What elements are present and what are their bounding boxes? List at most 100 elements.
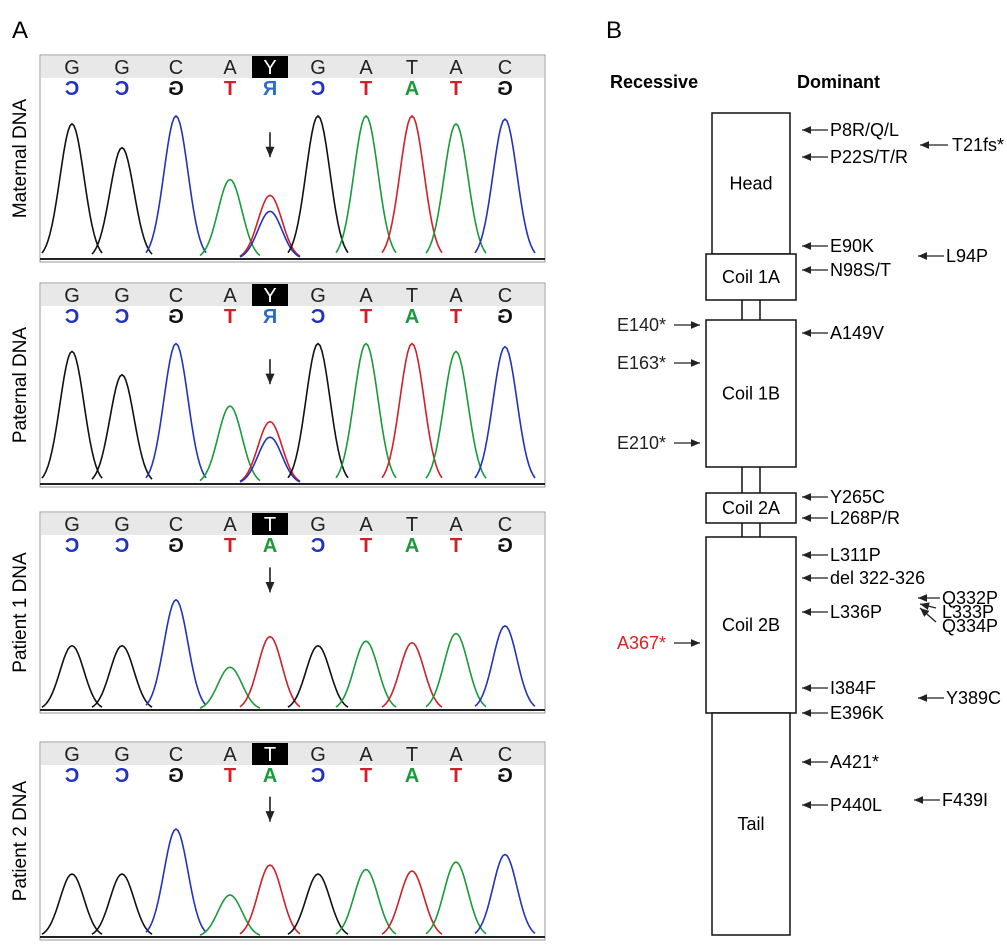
complement-base: T [360,78,372,100]
domain-label: Coil 1B [722,384,780,404]
base-call: C [169,514,183,536]
complement-base: C [65,535,79,557]
complement-base: A [405,78,419,100]
complement-base: C [115,78,129,100]
base-call: G [310,514,326,536]
dominant-mutation: Y265C [830,487,885,507]
dominant-mutation: L94P [946,246,988,266]
base-call: G [310,744,326,766]
base-call: A [449,57,463,79]
complement-base: A [405,306,419,328]
base-call: A [223,285,237,307]
column-header: Dominant [797,72,880,92]
complement-base: T [450,535,462,557]
base-call: T [406,514,418,536]
dominant-mutation: P8R/Q/L [830,120,899,140]
complement-base: C [115,306,129,328]
dominant-mutation: L336P [830,602,882,622]
mutation-arrow [920,608,936,622]
complement-base: C [311,306,325,328]
base-call: A [449,514,463,536]
recessive-mutation: E140* [617,315,666,335]
dominant-mutation: L268P/R [830,508,900,528]
base-call: C [498,514,512,536]
dominant-mutation: Q334P [942,616,998,636]
complement-base: T [450,78,462,100]
domain-label: Tail [737,814,764,834]
base-call: A [223,514,237,536]
base-call: G [64,57,80,79]
base-call: C [169,57,183,79]
dominant-mutation: del 322-326 [830,568,925,588]
base-call: G [310,57,326,79]
complement-base: T [360,765,372,787]
complement-base: C [311,535,325,557]
complement-base: A [263,765,277,787]
recessive-mutation: E210* [617,433,666,453]
dominant-mutation: A149V [830,323,884,343]
figure: A B Recessive Dominant Maternal DNAGCGCC… [0,0,1007,943]
base-call: C [498,285,512,307]
dominant-mutation: E396K [830,703,884,723]
column-header: Recessive [610,72,698,92]
complement-base: G [497,535,513,557]
complement-base: G [168,306,184,328]
base-call: C [169,285,183,307]
complement-base: C [65,765,79,787]
base-call: G [114,57,130,79]
complement-base: G [497,306,513,328]
base-call: A [223,57,237,79]
mutation-arrow [920,604,936,608]
recessive-mutation: A367* [617,633,666,653]
complement-base: G [497,765,513,787]
base-call: Y [263,285,276,307]
complement-base: G [168,765,184,787]
complement-base: T [224,535,236,557]
complement-base: A [405,765,419,787]
base-call: G [310,285,326,307]
sample-label: Paternal DNA [10,327,31,443]
base-call: A [359,514,373,536]
complement-base: T [450,765,462,787]
base-call: A [449,744,463,766]
dominant-mutation: N98S/T [830,260,891,280]
panel-label: B [606,17,622,44]
dominant-mutation: F439I [942,790,988,810]
complement-base: T [224,78,236,100]
complement-base: C [115,765,129,787]
sample-label: Patient 2 DNA [10,780,31,901]
base-call: A [359,744,373,766]
base-call: G [114,744,130,766]
dominant-mutation: E90K [830,236,874,256]
dominant-mutation: A421* [830,752,879,772]
complement-base: G [168,535,184,557]
sample-label: Patient 1 DNA [10,552,31,673]
base-call: T [264,744,276,766]
complement-base: C [65,306,79,328]
dominant-mutation: I384F [830,678,876,698]
base-call: G [64,744,80,766]
complement-base: T [360,306,372,328]
base-call: Y [263,57,276,79]
base-call: C [169,744,183,766]
complement-base: C [311,765,325,787]
dominant-mutation: P440L [830,795,882,815]
base-call: G [64,514,80,536]
sample-label: Maternal DNA [10,99,31,219]
complement-base: C [311,78,325,100]
domain-label: Coil 1A [722,267,780,287]
complement-base: T [224,765,236,787]
complement-base: R [262,78,277,100]
recessive-mutation: E163* [617,353,666,373]
complement-base: G [497,78,513,100]
panel-label: A [12,17,28,44]
complement-base: T [450,306,462,328]
domain-label: Head [729,174,772,194]
complement-base: A [405,535,419,557]
base-call: A [449,285,463,307]
base-call: T [406,285,418,307]
complement-base: C [115,535,129,557]
base-call: G [114,285,130,307]
base-call: A [359,57,373,79]
domain-label: Coil 2A [722,498,780,518]
